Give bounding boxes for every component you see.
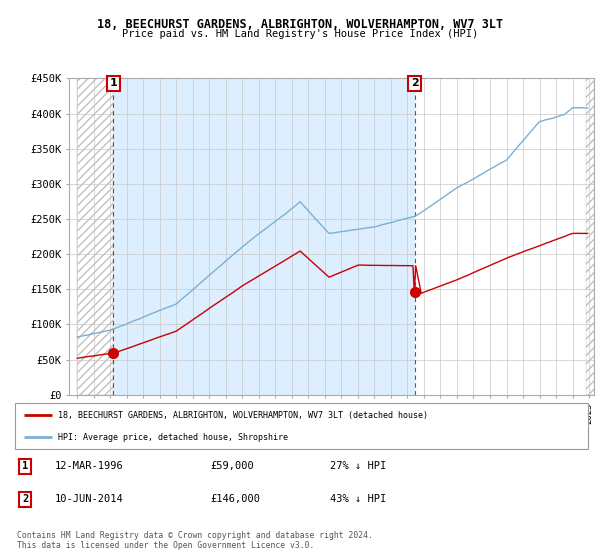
Text: 12-MAR-1996: 12-MAR-1996 — [55, 461, 124, 472]
Bar — [586, 78, 598, 395]
Text: Contains HM Land Registry data © Crown copyright and database right 2024.
This d: Contains HM Land Registry data © Crown c… — [17, 531, 373, 550]
Text: £146,000: £146,000 — [210, 494, 260, 504]
Bar — [415, 78, 598, 395]
Text: 2: 2 — [22, 494, 28, 504]
Text: Price paid vs. HM Land Registry's House Price Index (HPI): Price paid vs. HM Land Registry's House … — [122, 29, 478, 39]
Text: 18, BEECHURST GARDENS, ALBRIGHTON, WOLVERHAMPTON, WV7 3LT: 18, BEECHURST GARDENS, ALBRIGHTON, WOLVE… — [97, 18, 503, 31]
Text: HPI: Average price, detached house, Shropshire: HPI: Average price, detached house, Shro… — [58, 433, 288, 442]
Text: 2: 2 — [411, 78, 419, 88]
Text: 18, BEECHURST GARDENS, ALBRIGHTON, WOLVERHAMPTON, WV7 3LT (detached house): 18, BEECHURST GARDENS, ALBRIGHTON, WOLVE… — [58, 410, 428, 419]
Text: £59,000: £59,000 — [210, 461, 254, 472]
Text: 43% ↓ HPI: 43% ↓ HPI — [330, 494, 386, 504]
FancyBboxPatch shape — [15, 403, 588, 449]
Text: 1: 1 — [109, 78, 117, 88]
Bar — [77, 78, 113, 395]
Text: 1: 1 — [22, 461, 28, 472]
Bar — [77, 78, 113, 395]
Bar — [113, 78, 415, 395]
Text: 10-JUN-2014: 10-JUN-2014 — [55, 494, 124, 504]
Text: 27% ↓ HPI: 27% ↓ HPI — [330, 461, 386, 472]
